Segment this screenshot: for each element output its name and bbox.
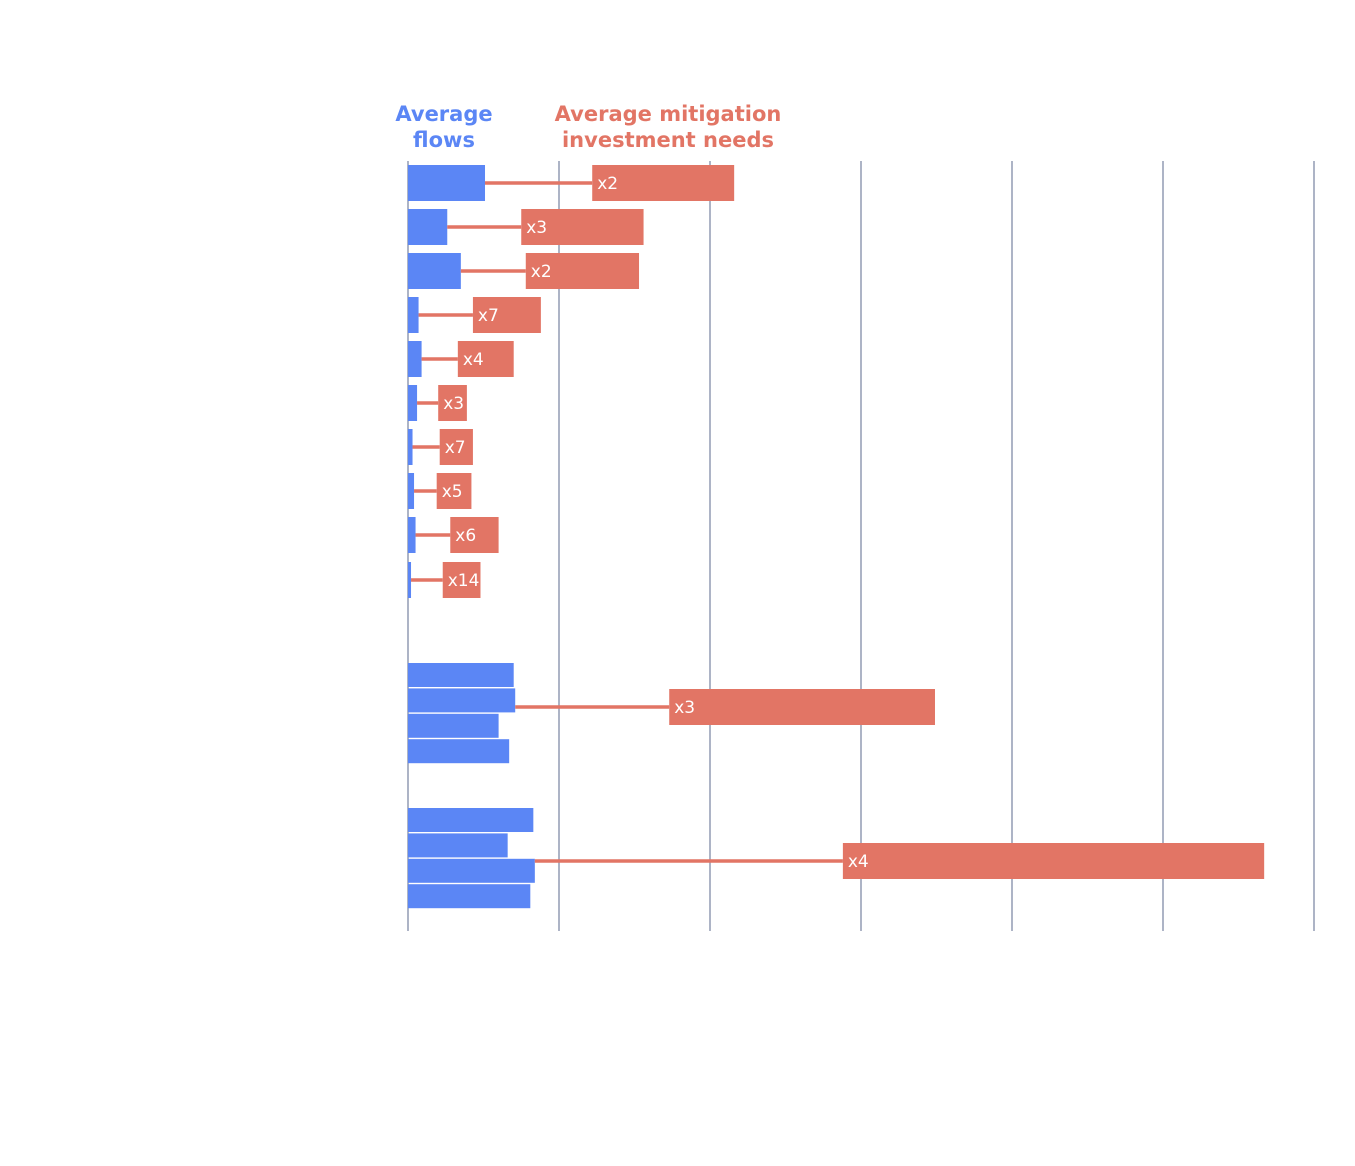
flow-bar — [408, 297, 419, 333]
needs-bar — [450, 517, 499, 553]
multiplier-label: x7 — [445, 438, 466, 458]
multiplier-label: x7 — [478, 306, 499, 326]
flow-bar — [408, 341, 422, 377]
multiplier-label: x3 — [674, 698, 695, 718]
flow-bar — [408, 884, 531, 909]
flow-bar — [408, 385, 418, 421]
flow-bar — [408, 833, 508, 858]
bar-group-1: x2 — [408, 165, 735, 201]
flow-bar — [408, 209, 448, 245]
flow-bar — [408, 429, 413, 465]
bar-group-10: x14 — [408, 562, 481, 598]
flow-bar — [408, 473, 415, 509]
flow-bar — [408, 253, 461, 289]
needs-bar — [521, 209, 644, 245]
flow-bar — [408, 713, 499, 738]
multiplier-label: x14 — [448, 571, 480, 591]
flow-bar — [408, 739, 510, 764]
multiplier-label: x5 — [442, 482, 463, 502]
multiplier-label: x2 — [531, 262, 552, 282]
needs-bar — [439, 429, 473, 465]
flow-bar — [408, 562, 412, 598]
bar-group-9: x6 — [408, 517, 499, 553]
multiplier-label: x3 — [526, 218, 547, 238]
flow-bar — [408, 165, 486, 201]
bar-group-6: x3 — [408, 385, 467, 421]
bar-group-5: x4 — [408, 341, 514, 377]
multiplier-label: x6 — [455, 526, 476, 546]
flow-bar — [408, 858, 535, 883]
needs-bar — [842, 843, 1265, 879]
needs-bar — [438, 385, 467, 421]
needs-bar — [472, 297, 541, 333]
multiplier-label: x4 — [463, 350, 484, 370]
legend-average-flows: Average flows — [395, 102, 493, 152]
flow-bar — [408, 688, 516, 713]
needs-bar — [457, 341, 514, 377]
needs-bar — [592, 165, 735, 201]
bar-group-11: x3 — [408, 663, 935, 764]
bar-group-12: x4 — [408, 808, 1265, 909]
needs-bar — [525, 253, 640, 289]
bars: x2 x3 x2 x7 x4 x3 x7 x5 x6 x14 x3 x4 — [408, 165, 1265, 909]
multiplier-label: x4 — [848, 852, 869, 872]
bar-group-3: x2 — [408, 253, 640, 289]
bar-group-2: x3 — [408, 209, 644, 245]
bar-group-7: x7 — [408, 429, 473, 465]
needs-bar — [669, 689, 935, 725]
flow-bar — [408, 663, 514, 687]
flow-bar — [408, 808, 534, 832]
needs-bar — [442, 562, 481, 598]
needs-bar — [436, 473, 472, 509]
flow-bar — [408, 517, 416, 553]
bar-group-4: x7 — [408, 297, 541, 333]
multiplier-label: x3 — [443, 394, 464, 414]
multiplier-label: x2 — [597, 174, 618, 194]
bar-group-8: x5 — [408, 473, 472, 509]
legend-average-mitigation-investment-needs: Average mitigation investment needs — [554, 102, 782, 152]
